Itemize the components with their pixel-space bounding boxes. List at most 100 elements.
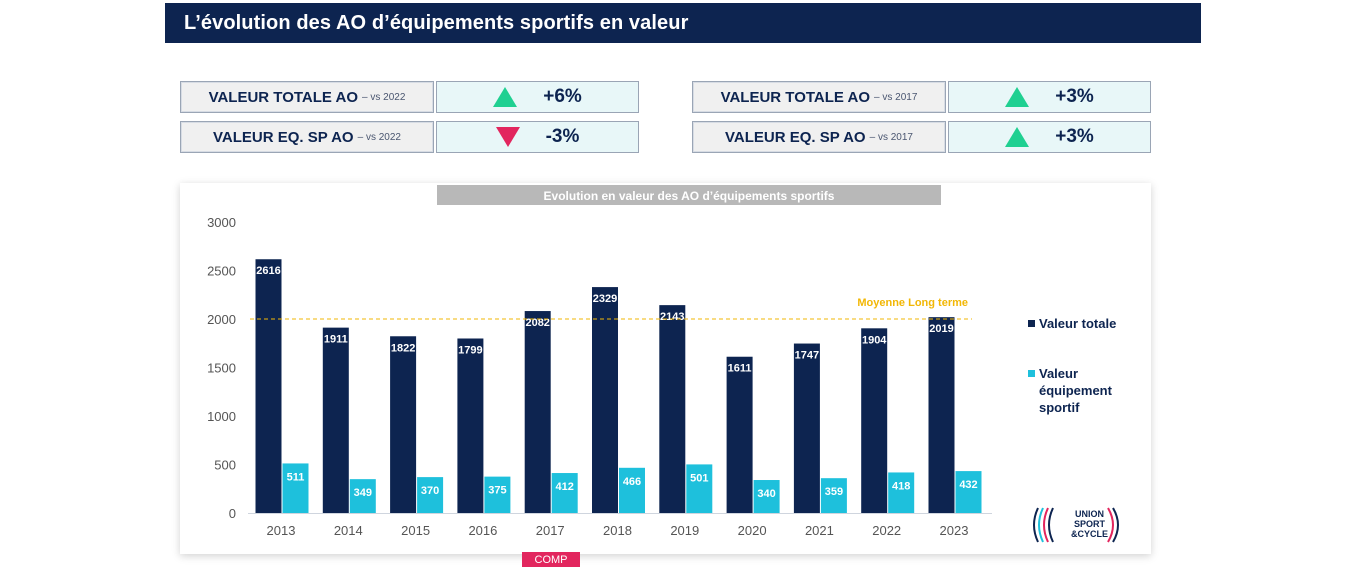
y-tick-label: 1000 — [207, 409, 236, 424]
kpi-label-text: VALEUR TOTALE AO — [208, 88, 359, 106]
kpi-value-box: +3% — [948, 81, 1151, 113]
logo-text: UNION SPORT &CYCLE — [1071, 509, 1108, 539]
page-title: L’évolution des AO d’équipements sportif… — [184, 11, 689, 34]
data-label-total: 2082 — [525, 317, 549, 329]
trend-up-icon — [493, 87, 518, 107]
chart-title-bar — [437, 185, 941, 205]
data-label-equipment: 359 — [825, 486, 843, 498]
legend-swatch-cyan — [1028, 370, 1035, 377]
data-label-equipment: 349 — [354, 487, 372, 499]
kpi-vs-text: – vs 2017 — [869, 131, 913, 143]
kpi-vs-text: – vs 2017 — [874, 91, 918, 103]
y-tick-label: 2500 — [207, 264, 236, 279]
bar-valeur-totale — [793, 343, 820, 513]
bar-valeur-equipement — [484, 476, 511, 513]
legend-item-total: Valeur totale — [1028, 315, 1116, 332]
comp-badge: COMP — [522, 552, 580, 567]
x-tick-label: 2023 — [940, 523, 969, 538]
bar-valeur-equipement — [349, 479, 376, 513]
legend-label: Valeur équipement sportif — [1039, 366, 1112, 415]
bar-valeur-equipement — [282, 463, 309, 513]
page-header: L’évolution des AO d’équipements sportif… — [165, 3, 1201, 43]
data-label-total: 1799 — [458, 344, 482, 356]
data-label-total: 1911 — [324, 334, 348, 346]
kpi-label-text: VALEUR EQ. SP AO — [213, 128, 354, 146]
data-label-equipment: 511 — [287, 471, 305, 483]
bar-chart: Evolution en valeur des AO d’équipements… — [207, 185, 992, 538]
kpi-vs-text: – vs 2022 — [357, 131, 401, 143]
legend-swatch-navy — [1028, 320, 1035, 327]
logo-text-line: UNION — [1075, 509, 1104, 519]
bar-valeur-equipement — [551, 473, 578, 513]
kpi-total-vs-2017: VALEUR TOTALE AO – vs 2017 +3% — [692, 81, 1151, 113]
bar-valeur-equipement — [417, 477, 444, 513]
kpi-value: -3% — [545, 126, 580, 147]
logo-arcs-right-icon — [1107, 507, 1119, 543]
data-label-total: 1904 — [862, 334, 887, 346]
union-sport-cycle-logo: UNION SPORT &CYCLE — [1028, 504, 1124, 546]
y-tick-label: 1500 — [207, 361, 236, 376]
x-tick-label: 2020 — [738, 523, 767, 538]
bar-valeur-equipement — [753, 480, 780, 513]
kpi-label-text: VALEUR TOTALE AO — [720, 88, 871, 106]
x-tick-label: 2017 — [536, 523, 565, 538]
logo-arcs-icon — [1033, 507, 1054, 543]
bar-valeur-totale — [726, 356, 753, 513]
kpi-value-box: +6% — [436, 81, 639, 113]
kpi-total-vs-2022: VALEUR TOTALE AO – vs 2022 +6% — [180, 81, 639, 113]
bar-valeur-equipement — [686, 464, 713, 513]
data-label-equipment: 412 — [556, 481, 574, 493]
bar-valeur-totale — [592, 287, 618, 513]
bar-valeur-equipement — [955, 471, 982, 513]
bar-valeur-totale — [457, 338, 484, 513]
x-tick-label: 2022 — [872, 523, 901, 538]
bar-valeur-totale — [322, 327, 349, 513]
chart-title: Evolution en valeur des AO d’équipements… — [544, 189, 835, 203]
chart-card: Evolution en valeur des AO d’équipements… — [180, 183, 1151, 554]
kpi-label: VALEUR TOTALE AO – vs 2017 — [692, 81, 946, 113]
bar-valeur-equipement — [619, 467, 645, 513]
data-label-equipment: 418 — [892, 480, 910, 492]
bar-valeur-equipement — [820, 478, 847, 513]
kpi-value-box: +3% — [948, 121, 1151, 153]
kpi-label: VALEUR EQ. SP AO – vs 2017 — [692, 121, 946, 153]
y-tick-label: 3000 — [207, 215, 236, 230]
y-tick-label: 0 — [229, 506, 236, 521]
bar-valeur-totale — [524, 311, 551, 513]
data-label-total: 1822 — [391, 342, 415, 354]
x-tick-label: 2014 — [334, 523, 363, 538]
data-label-equipment: 501 — [690, 472, 708, 484]
logo-text-line: SPORT — [1074, 519, 1106, 529]
x-tick-label: 2018 — [603, 523, 632, 538]
trend-up-icon — [1005, 127, 1030, 147]
kpi-label: VALEUR EQ. SP AO – vs 2022 — [180, 121, 434, 153]
data-label-total: 1611 — [728, 363, 752, 375]
data-label-total: 2019 — [929, 323, 953, 335]
legend-label: Valeur totale — [1039, 316, 1117, 331]
kpi-value-box: -3% — [436, 121, 639, 153]
logo-text-line: &CYCLE — [1071, 529, 1109, 539]
kpi-eqsp-vs-2017: VALEUR EQ. SP AO – vs 2017 +3% — [692, 121, 1151, 153]
bar-valeur-equipement — [888, 472, 915, 513]
bar-valeur-totale — [861, 328, 888, 513]
data-label-equipment: 375 — [488, 485, 506, 497]
data-label-total: 2143 — [660, 311, 684, 323]
kpi-eqsp-vs-2022: VALEUR EQ. SP AO – vs 2022 -3% — [180, 121, 639, 153]
kpi-value: +3% — [1055, 86, 1094, 107]
y-tick-label: 2000 — [207, 312, 236, 327]
bar-valeur-totale — [659, 305, 686, 513]
bar-valeur-totale — [390, 336, 417, 513]
data-label-total: 1747 — [795, 350, 819, 362]
data-label-equipment: 466 — [623, 476, 641, 488]
x-tick-label: 2013 — [267, 523, 296, 538]
data-label-equipment: 432 — [959, 479, 977, 491]
kpi-vs-text: – vs 2022 — [362, 91, 406, 103]
kpi-value: +6% — [543, 86, 582, 107]
trend-down-icon — [495, 127, 520, 147]
data-label-equipment: 370 — [421, 485, 439, 497]
bar-valeur-totale — [255, 259, 282, 513]
x-tick-label: 2021 — [805, 523, 834, 538]
bar-valeur-totale — [928, 317, 955, 513]
trend-up-icon — [1005, 87, 1030, 107]
data-label-total: 2329 — [593, 293, 617, 305]
